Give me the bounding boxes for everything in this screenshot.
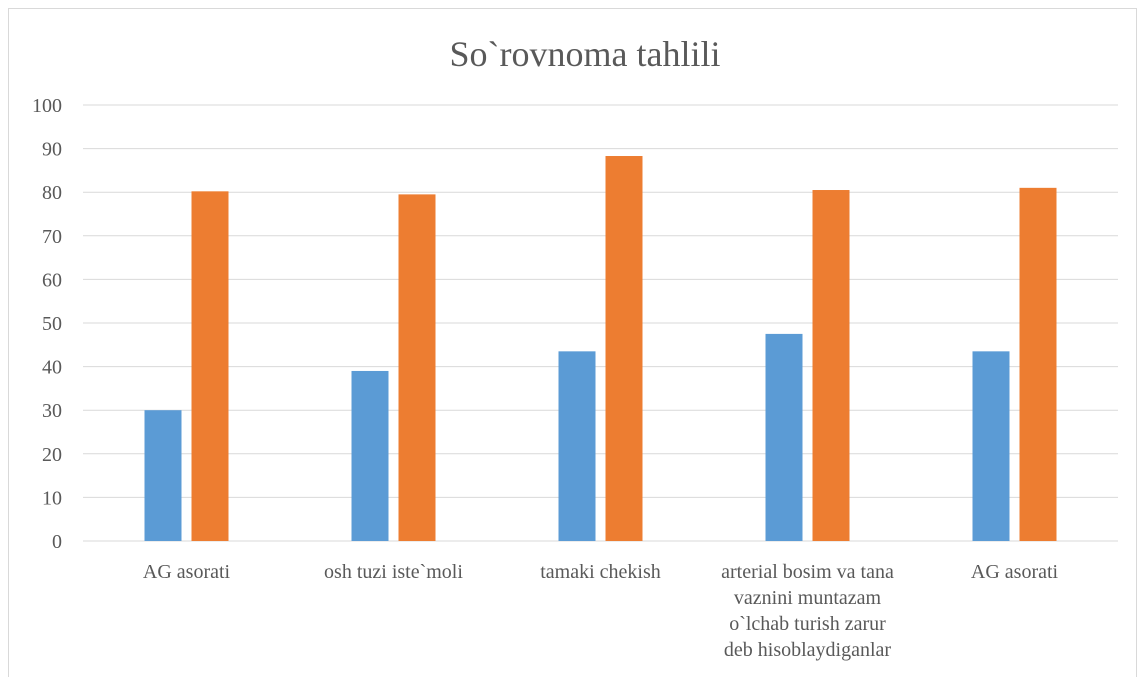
bar-series-1 xyxy=(144,410,182,541)
bar-series-1 xyxy=(972,351,1010,541)
y-tick-label: 90 xyxy=(42,139,62,161)
y-tick-label: 100 xyxy=(32,95,62,117)
y-tick-label: 0 xyxy=(52,531,62,553)
x-category-label: AG asorati xyxy=(143,561,231,583)
x-category-label-line: vaznini muntazam xyxy=(734,587,882,609)
x-category-label: tamaki chekish xyxy=(540,561,661,583)
x-category-label: arterial bosim va tana vaznini muntazam o`… xyxy=(721,561,894,661)
bar-series-1 xyxy=(351,370,389,541)
y-tick-label: 70 xyxy=(42,226,62,248)
y-tick-label: 80 xyxy=(42,182,62,204)
x-category-label-line: osh tuzi iste`moli xyxy=(324,561,463,583)
y-tick-label: 10 xyxy=(42,487,62,509)
bar-series-2 xyxy=(812,190,850,541)
bar-series-2 xyxy=(191,191,229,541)
x-category-label-line: o`lchab turish zarur xyxy=(729,613,886,635)
gridlines xyxy=(83,104,1118,542)
bar-series-2 xyxy=(398,194,436,541)
x-category-label-line: arterial bosim va tana xyxy=(721,561,894,583)
x-category-label-line: AG asorati xyxy=(971,561,1059,583)
y-tick-label: 60 xyxy=(42,269,62,291)
x-category-label-line: deb hisoblaydiganlar xyxy=(724,639,892,661)
y-tick-label: 20 xyxy=(42,444,62,466)
bar-series-1 xyxy=(558,351,596,541)
y-tick-label: 40 xyxy=(42,357,62,379)
x-category-label: osh tuzi iste`moli xyxy=(324,561,463,583)
x-category-label-line: AG asorati xyxy=(143,561,231,583)
x-axis-categories: AG asorati osh tuzi iste`moli tamaki cheki… xyxy=(143,561,1059,661)
chart-title: So`rovnoma tahlili xyxy=(450,34,721,74)
x-category-label: AG asorati xyxy=(971,561,1059,583)
bar-series-1 xyxy=(765,333,803,541)
y-axis-ticks: 0 10 20 30 40 50 60 70 80 90 100 xyxy=(32,95,62,553)
bars xyxy=(144,156,1057,541)
y-tick-label: 30 xyxy=(42,400,62,422)
bar-series-2 xyxy=(605,156,643,541)
x-category-label-line: tamaki chekish xyxy=(540,561,661,583)
y-tick-label: 50 xyxy=(42,313,62,335)
bar-series-2 xyxy=(1019,187,1057,541)
